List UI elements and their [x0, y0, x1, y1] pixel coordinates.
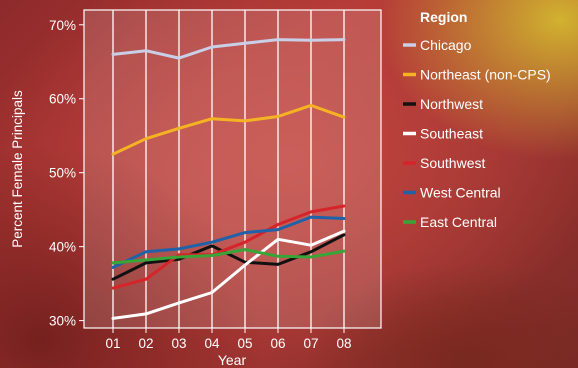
- y-tick-label: 50%: [49, 166, 76, 181]
- x-tick-label: 05: [237, 336, 252, 351]
- legend-item-label: West Central: [420, 185, 501, 201]
- x-tick-label: 02: [138, 336, 153, 351]
- y-tick-label: 60%: [49, 92, 76, 107]
- legend-title: Region: [420, 9, 467, 25]
- legend-item-label: East Central: [420, 214, 497, 230]
- legend: Region Chicago Northeast (non-CPS) Northwe…: [403, 9, 551, 230]
- legend-item-label: Southwest: [420, 155, 485, 171]
- legend-item-label: Chicago: [420, 37, 472, 53]
- y-tick-label: 40%: [49, 240, 76, 255]
- y-tick-label: 70%: [49, 18, 76, 33]
- y-tick-label: 30%: [49, 314, 76, 329]
- x-tick-label: 04: [204, 336, 220, 351]
- y-axis: 30% 40% 50% 60% 70%: [49, 18, 84, 329]
- x-tick-label: 08: [336, 336, 351, 351]
- series-line-southwest: [111, 204, 346, 290]
- x-tick-label: 06: [270, 336, 285, 351]
- grid-lines: [112, 10, 345, 328]
- legend-item-label: Southeast: [420, 126, 483, 142]
- series-line-southeast: [111, 229, 346, 320]
- plot-area: [83, 9, 382, 329]
- series-lines: [111, 38, 346, 320]
- y-axis-label: Percent Female Principals: [10, 90, 25, 248]
- legend-item-label: Northeast (non-CPS): [420, 67, 551, 83]
- x-tick-label: 01: [105, 336, 120, 351]
- series-line-west-central: [111, 215, 346, 269]
- series-line-northeast-non-cps: [111, 103, 346, 156]
- legend-item-label: Northwest: [420, 96, 483, 112]
- x-tick-label: 03: [171, 336, 186, 351]
- x-axis-label: Year: [218, 352, 247, 368]
- x-tick-label: 07: [303, 336, 318, 351]
- series-line-east-central: [111, 248, 346, 265]
- x-axis: 01 02 03 04 05 06 07 08: [105, 328, 352, 351]
- series-line-chicago: [111, 38, 346, 60]
